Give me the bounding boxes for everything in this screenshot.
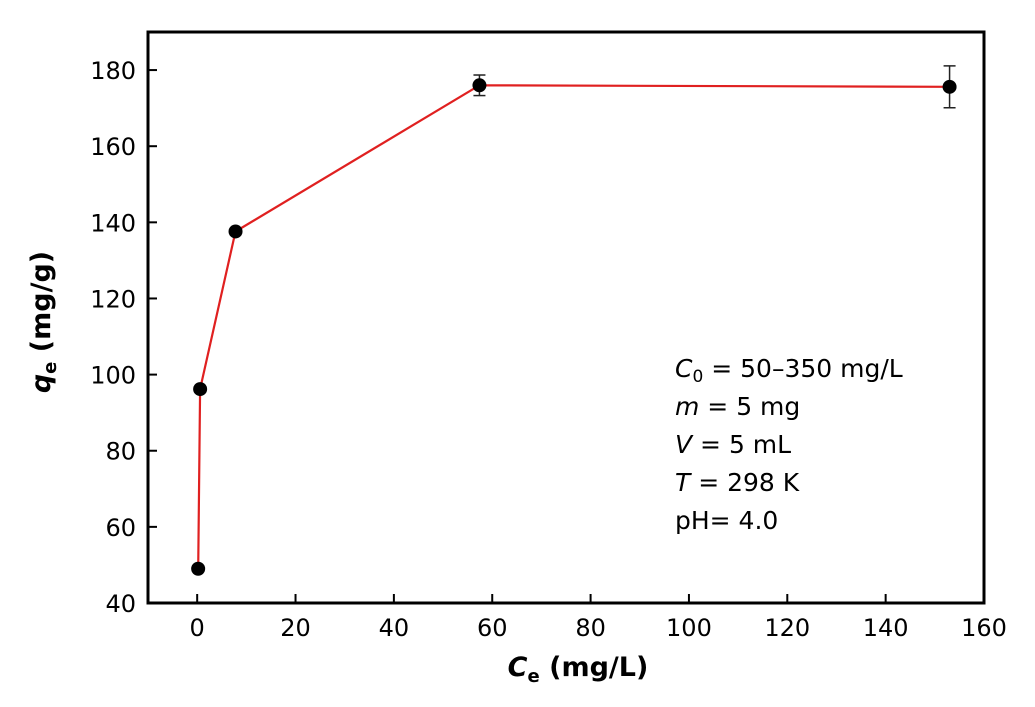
y-axis-ticks: 40 60 80 100 120 140 160 180 — [90, 57, 157, 618]
x-axis-ticks: 0 20 40 60 80 100 120 140 160 — [190, 594, 1007, 642]
annotation-line: C0 = 50–350 mg/L — [675, 354, 903, 387]
y-axis-sub: e — [40, 362, 61, 374]
data-point — [942, 79, 957, 94]
data-point — [191, 561, 206, 576]
y-axis-var: q — [26, 374, 57, 393]
y-tick-label: 60 — [105, 514, 136, 542]
x-axis-var: C — [508, 652, 528, 683]
x-tick-label: 40 — [379, 614, 410, 642]
y-tick-label: 80 — [105, 438, 136, 466]
x-tick-label: 60 — [477, 614, 508, 642]
y-axis-unit: (mg/g) — [26, 251, 57, 352]
y-tick-label: 40 — [105, 590, 136, 618]
series-line — [197, 84, 950, 569]
x-tick-label: 80 — [575, 614, 606, 642]
x-tick-label: 120 — [764, 614, 810, 642]
x-tick-label: 160 — [961, 614, 1007, 642]
plot-frame — [146, 30, 986, 605]
data-point — [472, 78, 487, 93]
annotation-line: m = 5 mg — [675, 392, 800, 421]
annotation-line: T = 298 K — [675, 468, 800, 497]
annotation-line: pH= 4.0 — [675, 506, 778, 535]
x-tick-label: 140 — [863, 614, 909, 642]
data-point — [193, 382, 208, 397]
annotation-line: V = 5 mL — [675, 430, 791, 459]
x-tick-label: 100 — [666, 614, 712, 642]
x-axis-unit: (mg/L) — [549, 652, 648, 683]
x-axis-sub: e — [527, 666, 539, 687]
y-tick-label: 140 — [90, 209, 136, 237]
y-axis-title: qe (mg/g) — [26, 251, 61, 393]
conditions-annotation: C0 = 50–350 mg/L m = 5 mg V = 5 mL T = 2… — [675, 354, 903, 535]
y-tick-label: 180 — [90, 57, 136, 85]
x-tick-label: 20 — [280, 614, 311, 642]
data-series — [191, 65, 957, 576]
y-tick-label: 160 — [90, 133, 136, 161]
data-point — [228, 224, 243, 239]
y-tick-label: 100 — [90, 362, 136, 390]
y-tick-label: 120 — [90, 285, 136, 313]
x-axis-title: Ce (mg/L) — [508, 652, 649, 687]
x-tick-label: 0 — [190, 614, 205, 642]
